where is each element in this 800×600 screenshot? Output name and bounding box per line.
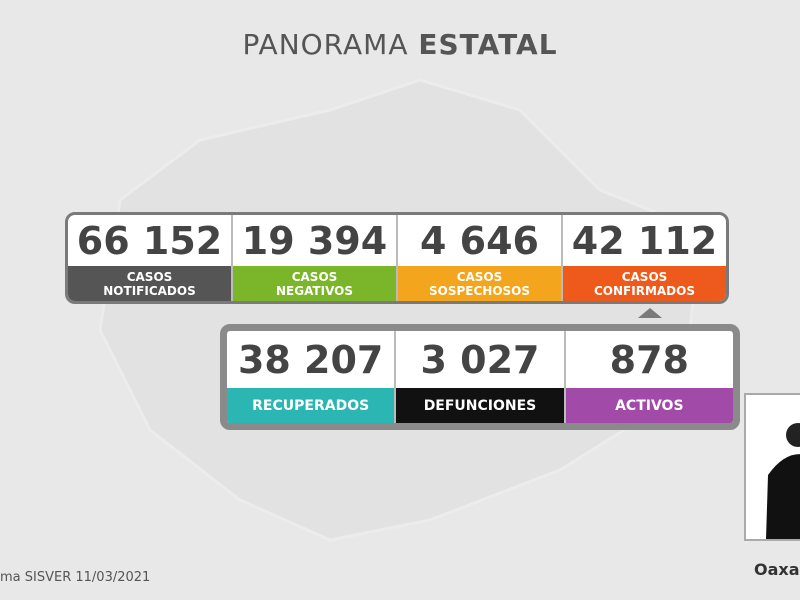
- stat-cell: 42 112 CASOS CONFIRMADOS: [563, 215, 726, 301]
- stat-label: DEFUNCIONES: [396, 388, 564, 423]
- title: PANORAMA ESTATAL: [0, 28, 800, 61]
- stat-label: CASOS NOTIFICADOS: [68, 266, 231, 301]
- stat-number: 19 394: [241, 218, 388, 263]
- stat-label-line: CONFIRMADOS: [594, 283, 695, 298]
- stat-number: 38 207: [237, 337, 384, 382]
- stat-cell: 3 027 DEFUNCIONES: [396, 331, 566, 423]
- stat-label: CASOS SOSPECHOSOS: [398, 266, 561, 301]
- stat-label: RECUPERADOS: [227, 388, 395, 423]
- stat-label: CASOS NEGATIVOS: [233, 266, 396, 301]
- stat-label-line: CASOS: [621, 269, 668, 284]
- stat-cell: 4 646 CASOS SOSPECHOSOS: [398, 215, 563, 301]
- stat-cell: 66 152 CASOS NOTIFICADOS: [68, 215, 233, 301]
- pointer: [638, 308, 662, 318]
- stat-label: ACTIVOS: [565, 388, 733, 423]
- stat-label: CASOS CONFIRMADOS: [563, 266, 726, 301]
- stat-label-line: DEFUNCIONES: [423, 397, 537, 414]
- stat-number: 878: [609, 337, 689, 382]
- stat-cell: 19 394 CASOS NEGATIVOS: [233, 215, 398, 301]
- source: ma SISVER 11/03/2021: [0, 570, 151, 585]
- top-panel: 66 152 CASOS NOTIFICADOS 19 394 CASOS NEGATIV…: [65, 212, 729, 304]
- title-light: PANORAMA: [242, 28, 409, 61]
- stat-label-line: NOTIFICADOS: [103, 283, 196, 298]
- stat-label-line: RECUPERADOS: [252, 397, 370, 414]
- interpreter: [766, 423, 800, 539]
- stat-label-line: CASOS: [291, 269, 338, 284]
- stat-label-line: SOSPECHOSOS: [428, 283, 530, 298]
- bottom-panel: 38 207 RECUPERADOS 3 027 DEFUNCIONES 878 ACTI…: [220, 324, 740, 430]
- interpreter-box: [744, 393, 800, 541]
- stat-label-line: NEGATIVOS: [275, 283, 353, 298]
- stat-label-line: CASOS: [126, 269, 173, 284]
- stat-number: 66 152: [76, 218, 223, 263]
- stat-number: 3 027: [420, 337, 540, 382]
- stat-number: 42 112: [571, 218, 718, 263]
- logo: Oaxa: [754, 560, 800, 579]
- stat-cell: 878 ACTIVOS: [565, 331, 733, 423]
- stat-label-line: CASOS: [456, 269, 503, 284]
- stat-label-line: ACTIVOS: [615, 397, 684, 414]
- title-bold: ESTATAL: [418, 28, 558, 61]
- stat-number: 4 646: [420, 218, 539, 263]
- stat-cell: 38 207 RECUPERADOS: [227, 331, 397, 423]
